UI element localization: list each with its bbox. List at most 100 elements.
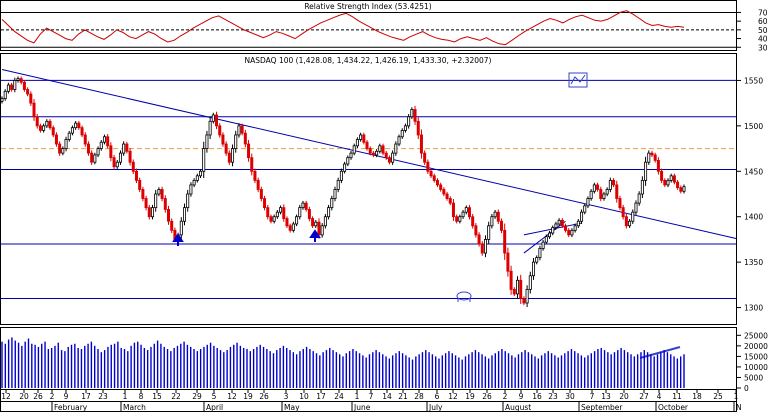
price-candle-body: [138, 179, 142, 190]
x-axis-day-label: 8: [139, 392, 144, 401]
price-candle-body: [375, 150, 379, 156]
price-candle-body: [509, 270, 513, 290]
price-candle-body: [333, 189, 337, 199]
volume-y-tick-label: 20000: [744, 342, 768, 351]
price-candle-body: [231, 148, 235, 163]
price-candle-body: [474, 225, 478, 236]
price-candle-body: [586, 198, 590, 207]
price-candle-body: [134, 170, 138, 181]
price-candle-body: [615, 184, 619, 199]
price-candle-body: [237, 125, 241, 136]
price-candle-body: [503, 229, 507, 254]
price-candle-body: [122, 143, 126, 154]
x-axis-day-ticks: 12 20 26 2 9 17 23 1 8 15 22 29 5 12 19 26 3 10 17 24 1 7 14 21…: [1, 389, 739, 401]
price-candle-body: [560, 219, 564, 227]
price-candle-body: [679, 187, 683, 192]
price-candle-body: [477, 234, 481, 245]
x-axis-day-label: 16: [532, 392, 542, 401]
price-candle-body: [512, 288, 516, 295]
price-candle-body: [224, 143, 228, 154]
x-axis-day-label: 3: [284, 392, 289, 401]
volume-bars: [1, 337, 685, 388]
x-axis-month-label: September: [581, 403, 623, 412]
price-candle-body: [125, 143, 129, 152]
x-axis-day-label: 11: [672, 392, 682, 401]
price-candle-body: [183, 207, 187, 222]
price-panel-frame: [0, 53, 737, 325]
price-y-tick-label: 1500: [744, 122, 763, 131]
price-candle-body: [279, 207, 283, 213]
price-candle-body: [621, 207, 625, 218]
price-candle-body: [195, 175, 199, 181]
price-candle-body: [589, 190, 593, 199]
price-candle-body: [660, 170, 664, 181]
price-candle-body: [38, 125, 42, 131]
price-candle-body: [580, 211, 584, 222]
price-candle-body: [323, 216, 327, 227]
price-candle-body: [170, 220, 174, 231]
price-candle-body: [403, 125, 407, 131]
price-candle-body: [448, 198, 452, 204]
price-candle-body: [6, 84, 10, 92]
price-candle-body: [51, 127, 55, 136]
price-y-tick-label: 1350: [744, 258, 763, 267]
price-candle-body: [109, 145, 113, 159]
price-candle-body: [118, 152, 122, 163]
price-candle-body: [141, 189, 145, 199]
price-candle-body: [64, 139, 68, 149]
price-candle-body: [432, 175, 436, 181]
price-candle-body: [541, 241, 545, 249]
price-candle-body: [378, 145, 382, 152]
price-candle-body: [61, 148, 65, 154]
price-candle-body: [10, 84, 14, 90]
price-candle-body: [263, 198, 267, 209]
price-candle-body: [644, 161, 648, 181]
price-candle-body: [493, 211, 497, 218]
price-candle-body: [596, 184, 600, 190]
price-candle-body: [634, 202, 638, 213]
price-candle-body: [653, 154, 657, 161]
rsi-y-tick-label: 30: [758, 43, 768, 52]
price-candle-body: [548, 232, 552, 238]
x-axis-day-label: 9: [64, 392, 69, 401]
x-axis-day-label: 24: [334, 392, 344, 401]
x-axis-day-label: 1: [734, 392, 739, 401]
price-candle-body: [304, 202, 308, 210]
price-candle-body: [58, 143, 62, 154]
x-axis-day-label: 19: [243, 392, 253, 401]
x-axis-day-label: 30: [565, 392, 575, 401]
price-candle-body: [22, 81, 26, 90]
price-candle-body: [624, 216, 628, 227]
price-candle-body: [218, 125, 222, 136]
price-candle-body: [554, 223, 558, 229]
price-candle-body: [205, 134, 209, 149]
price-candle-body: [307, 209, 311, 219]
price-candle-body: [163, 198, 167, 210]
price-candle-body: [96, 148, 100, 156]
rsi-y-tick-label: 40: [758, 35, 768, 44]
price-candle-body: [612, 179, 616, 186]
price-candle-body: [314, 221, 318, 227]
price-candle-body: [371, 152, 375, 156]
x-axis-month-ticks: February March April May June July August Septe…: [51, 401, 742, 412]
price-candle-body: [483, 239, 487, 254]
bear-stamp-icon: [456, 291, 472, 302]
price-candle-body: [599, 189, 603, 199]
x-axis-day-label: 4: [657, 392, 662, 401]
price-candle-body: [442, 189, 446, 195]
price-candle-body: [532, 261, 536, 277]
price-candle-body: [330, 198, 334, 209]
price-candle-body: [564, 225, 568, 231]
rsi-y-tick-label: 50: [758, 26, 768, 35]
x-axis-day-label: 9: [519, 392, 524, 401]
price-candle-body: [256, 179, 260, 190]
support-arrow-icon: [309, 229, 321, 242]
price-candle-body: [29, 93, 33, 104]
price-candle-body: [397, 136, 401, 145]
price-candle-body: [362, 134, 366, 143]
price-candle-body: [112, 157, 116, 168]
x-axis-day-label: 12: [227, 392, 237, 401]
x-axis-day-label: 25: [713, 392, 723, 401]
